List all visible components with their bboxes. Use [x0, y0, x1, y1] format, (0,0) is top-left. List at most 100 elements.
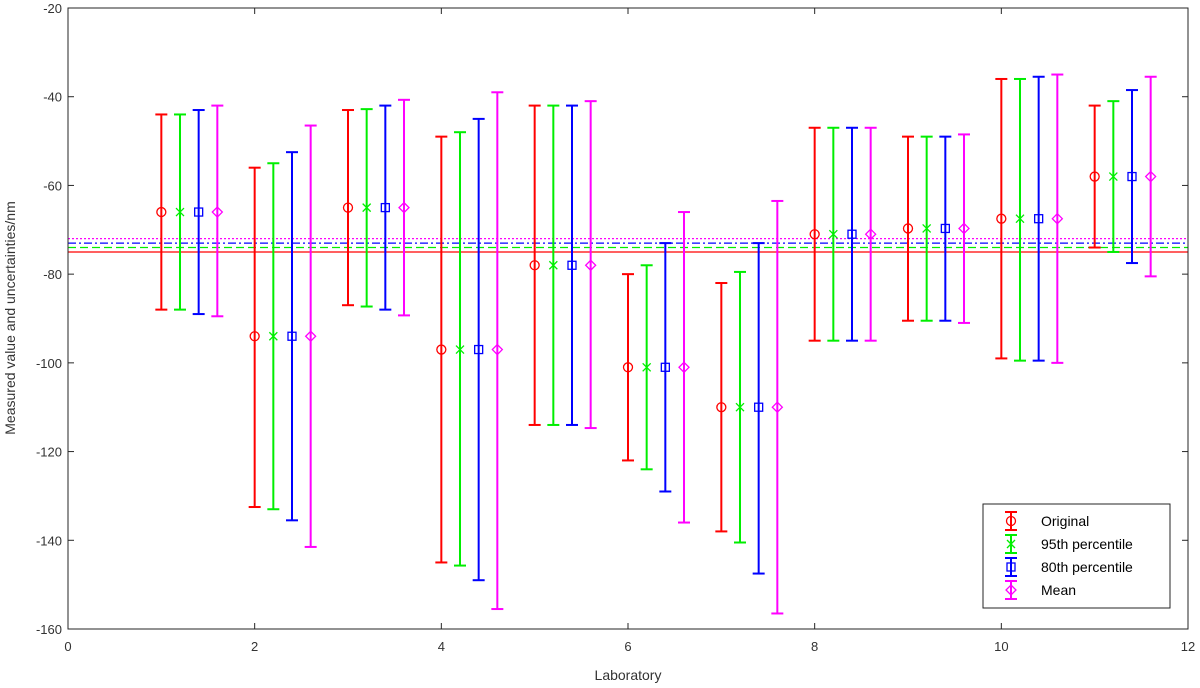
data-point-marker: [660, 362, 670, 372]
data-point-marker: [940, 223, 950, 234]
errorbar-1-5: [640, 264, 653, 471]
x-tick-label: 12: [1181, 639, 1195, 654]
y-tick-label: -60: [43, 178, 62, 193]
legend: Original 95th percentile 80th percentile Me…: [982, 503, 1171, 609]
x-tick-label: 10: [994, 639, 1008, 654]
data-point-marker: [864, 228, 877, 241]
y-tick-label: -120: [36, 445, 62, 460]
errorbar-3-8: [958, 133, 970, 324]
data-point-marker: [754, 402, 764, 412]
data-point-marker: [474, 344, 484, 355]
legend-label: 80th percentile: [1041, 559, 1133, 575]
data-point-marker: [1108, 172, 1118, 182]
data-point-marker: [902, 223, 914, 234]
data-point-marker: [735, 402, 745, 412]
x-tick-label: 6: [624, 639, 631, 654]
x-tick-label: 2: [251, 639, 258, 654]
error-bars: [155, 73, 1157, 615]
y-axis-title: Measured value and uncertainties/nm: [2, 201, 18, 434]
legend-marker: [1005, 515, 1017, 527]
errorbar-3-5: [678, 211, 690, 524]
data-point-marker: [771, 401, 784, 414]
y-tick-label: -20: [43, 1, 62, 16]
errorbar-2-8: [939, 135, 952, 322]
errorbar-3-10: [1144, 75, 1157, 278]
data-point-marker: [1144, 170, 1157, 183]
data-point-marker: [287, 331, 297, 341]
data-point-marker: [491, 343, 504, 356]
errorbar-0-3: [435, 135, 448, 564]
errorbar-0-4: [528, 104, 541, 426]
errorbar-3-4: [584, 100, 597, 430]
errorbar-2-7: [846, 126, 858, 342]
data-point-marker: [678, 361, 690, 374]
errorbar-1-0: [174, 113, 186, 311]
errorbar-0-9: [995, 77, 1008, 360]
data-point-marker: [922, 223, 932, 233]
y-tick-label: -40: [43, 90, 62, 105]
errorbar-1-7: [827, 126, 840, 342]
data-point-marker: [249, 331, 260, 342]
data-point-marker: [642, 362, 652, 372]
y-tick-label: -80: [43, 267, 62, 282]
data-point-marker: [847, 229, 857, 239]
legend-item: Original: [1005, 511, 1089, 531]
legend-label: Mean: [1041, 582, 1076, 598]
data-point-marker: [567, 260, 577, 270]
errorbar-1-9: [1014, 77, 1026, 362]
errorbar-0-10: [1088, 104, 1101, 249]
legend-box: [982, 503, 1171, 609]
legend-item: Mean: [1005, 580, 1076, 600]
data-point-marker: [1051, 212, 1064, 225]
legend-label: 95th percentile: [1041, 536, 1133, 552]
y-tick-label: -100: [36, 356, 62, 371]
y-tick-label: -140: [36, 533, 62, 548]
legend-marker: [1005, 584, 1017, 596]
errorbar-3-0: [211, 104, 224, 318]
errorbar-0-6: [715, 282, 728, 533]
data-point-marker: [548, 260, 558, 270]
data-point-marker: [455, 345, 465, 355]
errorbar-3-3: [491, 91, 504, 611]
errorbar-3-9: [1051, 73, 1064, 364]
errorbar-2-6: [752, 242, 765, 575]
errorbar-0-1: [248, 166, 261, 509]
data-point-marker: [304, 330, 317, 343]
data-point-marker: [828, 229, 838, 239]
errorbar-2-5: [659, 242, 672, 493]
legend-marker: [1006, 539, 1016, 549]
data-point-marker: [1034, 214, 1044, 224]
data-point-marker: [584, 259, 597, 272]
errorbar-1-6: [734, 270, 746, 544]
data-point-marker: [436, 344, 447, 355]
data-point-marker: [1089, 171, 1100, 182]
errorbar-3-6: [771, 199, 784, 615]
errorbar-1-3: [454, 131, 466, 567]
data-point-marker: [342, 202, 354, 213]
legend-marker: [1006, 562, 1016, 572]
data-point-marker: [268, 331, 278, 341]
errorbar-1-4: [547, 104, 560, 426]
data-point-marker: [529, 260, 540, 271]
errorbar-1-8: [920, 135, 933, 322]
errorbar-0-5: [622, 273, 634, 462]
legend-item: 80th percentile: [1005, 557, 1133, 577]
data-point-marker: [958, 222, 970, 235]
errorbar-2-3: [472, 117, 485, 582]
data-point-marker: [716, 402, 727, 413]
errorbar-2-2: [379, 104, 392, 311]
data-point-marker: [1127, 171, 1137, 182]
data-point-marker: [380, 202, 390, 213]
errorbar-0-2: [342, 109, 354, 307]
data-point-marker: [211, 206, 224, 218]
data-point-marker: [996, 213, 1007, 224]
errorbar-2-4: [566, 104, 578, 426]
data-point-marker: [156, 206, 167, 218]
errorbar-2-0: [192, 109, 205, 316]
x-tick-label: 0: [64, 639, 71, 654]
errorbar-3-1: [304, 124, 317, 548]
errorbar-0-0: [155, 113, 168, 311]
errorbar-1-10: [1107, 100, 1120, 253]
x-tick-label: 8: [811, 639, 818, 654]
